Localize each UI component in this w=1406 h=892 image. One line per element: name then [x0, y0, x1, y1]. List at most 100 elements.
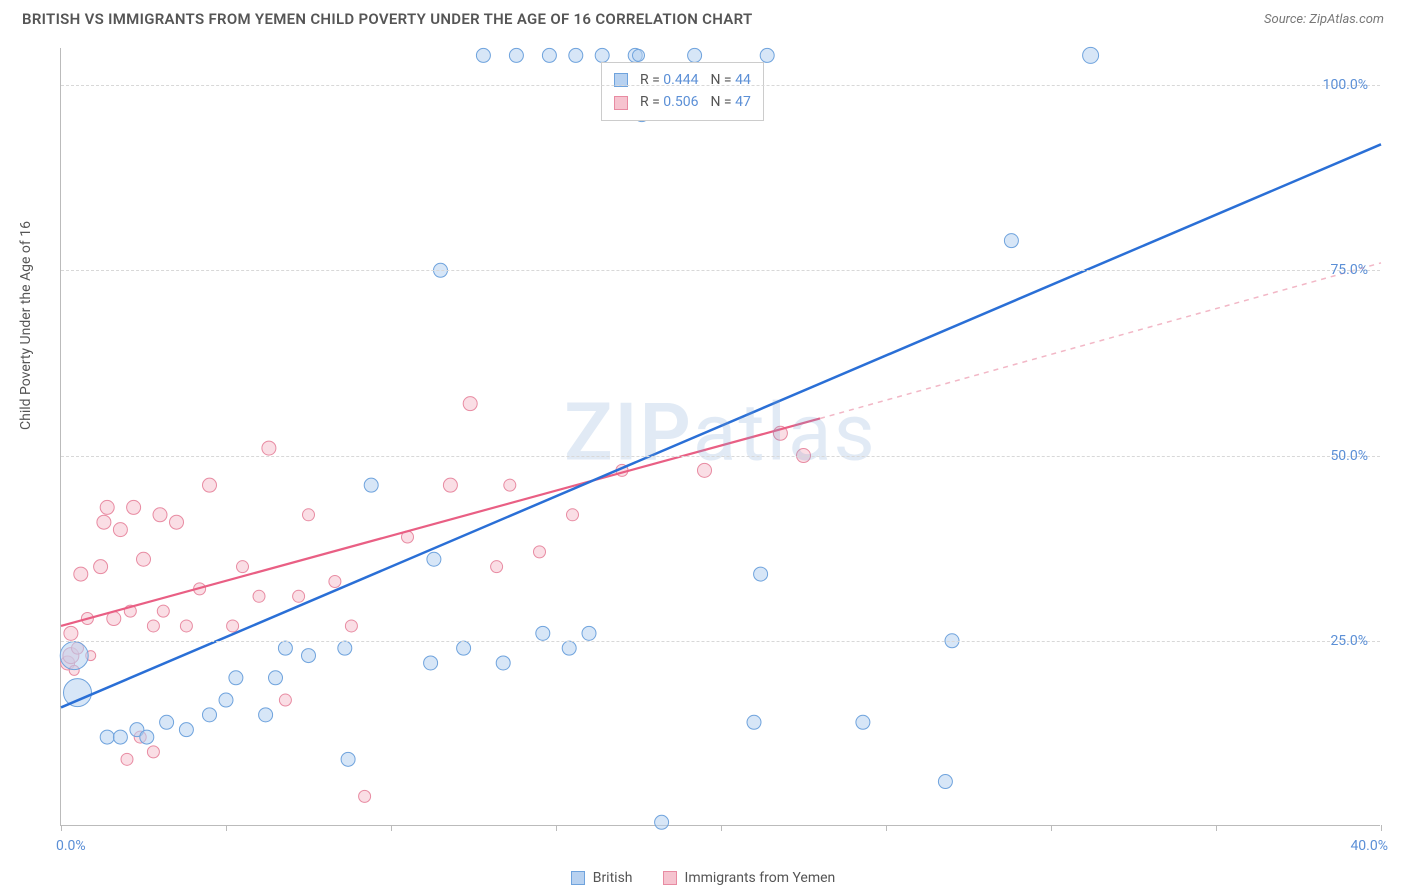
x-tick	[1381, 825, 1382, 831]
data-point	[64, 626, 78, 640]
data-point	[127, 500, 141, 514]
x-tick-label: 0.0%	[56, 838, 86, 854]
data-point	[542, 48, 556, 62]
data-point	[595, 48, 609, 62]
data-point	[303, 509, 315, 521]
gridline	[61, 456, 1380, 457]
chart-source: Source: ZipAtlas.com	[1264, 12, 1384, 27]
data-point	[329, 575, 341, 587]
data-point	[227, 620, 239, 632]
data-point	[302, 649, 316, 663]
x-tick	[1051, 825, 1052, 831]
data-point	[170, 515, 184, 529]
data-point	[569, 48, 583, 62]
data-point	[443, 478, 457, 492]
data-point	[509, 48, 523, 62]
british-swatch-icon	[571, 871, 585, 885]
data-point	[476, 48, 490, 62]
data-point	[262, 441, 276, 455]
data-point	[253, 590, 265, 602]
y-axis-label: Child Poverty Under the Age of 16	[18, 221, 34, 430]
data-point	[278, 641, 292, 655]
data-point	[259, 708, 273, 722]
legend-label: British	[593, 870, 633, 886]
x-tick	[226, 825, 227, 831]
data-point	[633, 49, 645, 61]
data-point	[562, 641, 576, 655]
legend-label: Immigrants from Yemen	[685, 870, 836, 886]
data-point	[698, 463, 712, 477]
data-point	[463, 397, 477, 411]
x-tick	[61, 825, 62, 831]
x-tick	[886, 825, 887, 831]
x-tick	[1216, 825, 1217, 831]
data-point	[567, 509, 579, 521]
scatter-svg	[61, 48, 1380, 825]
data-point	[345, 620, 357, 632]
yemen-swatch-icon	[663, 871, 677, 885]
y-tick-label: 25.0%	[1330, 633, 1368, 649]
data-point	[582, 626, 596, 640]
trend-line	[61, 144, 1381, 707]
legend-item-yemen: Immigrants from Yemen	[663, 870, 836, 886]
data-point	[94, 560, 108, 574]
data-point	[747, 715, 761, 729]
data-point	[157, 605, 169, 617]
data-point	[229, 671, 243, 685]
data-point	[100, 730, 114, 744]
stats-legend: R = 0.444 N = 44 R = 0.506 N = 47	[601, 62, 764, 121]
data-point	[179, 723, 193, 737]
data-point	[457, 641, 471, 655]
data-point	[160, 715, 174, 729]
data-point	[338, 641, 352, 655]
data-point	[496, 656, 510, 670]
gridline	[61, 85, 1380, 86]
stats-row-yemen: R = 0.506 N = 47	[614, 91, 751, 113]
data-point	[534, 546, 546, 558]
yemen-n-value: 47	[735, 94, 751, 110]
data-point	[279, 694, 291, 706]
x-tick	[391, 825, 392, 831]
legend-item-british: British	[571, 870, 633, 886]
gridline	[61, 641, 1380, 642]
data-point	[237, 561, 249, 573]
chart-title: BRITISH VS IMMIGRANTS FROM YEMEN CHILD P…	[22, 10, 753, 28]
data-point	[121, 753, 133, 765]
yemen-r-value: 0.506	[663, 94, 698, 110]
data-point	[219, 693, 233, 707]
n-label: N =	[710, 94, 731, 110]
data-point	[688, 48, 702, 62]
data-point	[424, 656, 438, 670]
data-point	[1004, 234, 1018, 248]
data-point	[536, 626, 550, 640]
data-point	[153, 508, 167, 522]
chart-header: BRITISH VS IMMIGRANTS FROM YEMEN CHILD P…	[0, 0, 1406, 34]
trend-line	[820, 263, 1381, 419]
data-point	[1083, 47, 1099, 63]
data-point	[180, 620, 192, 632]
data-point	[938, 775, 952, 789]
data-point	[97, 515, 111, 529]
data-point	[113, 730, 127, 744]
data-point	[203, 478, 217, 492]
plot-area: ZIPatlas R = 0.444 N = 44 R = 0.506 N = …	[60, 48, 1380, 826]
yemen-swatch-icon	[614, 96, 628, 110]
data-point	[293, 590, 305, 602]
x-tick-label: 40.0%	[1350, 838, 1388, 854]
data-point	[427, 552, 441, 566]
data-point	[140, 730, 154, 744]
data-point	[760, 48, 774, 62]
data-point	[359, 790, 371, 802]
data-point	[203, 708, 217, 722]
data-point	[74, 567, 88, 581]
data-point	[64, 679, 92, 707]
gridline	[61, 270, 1380, 271]
data-point	[655, 815, 669, 829]
data-point	[100, 500, 114, 514]
x-tick	[721, 825, 722, 831]
data-point	[504, 479, 516, 491]
data-point	[60, 642, 88, 670]
data-point	[147, 620, 159, 632]
y-tick-label: 50.0%	[1330, 448, 1368, 464]
data-point	[491, 561, 503, 573]
